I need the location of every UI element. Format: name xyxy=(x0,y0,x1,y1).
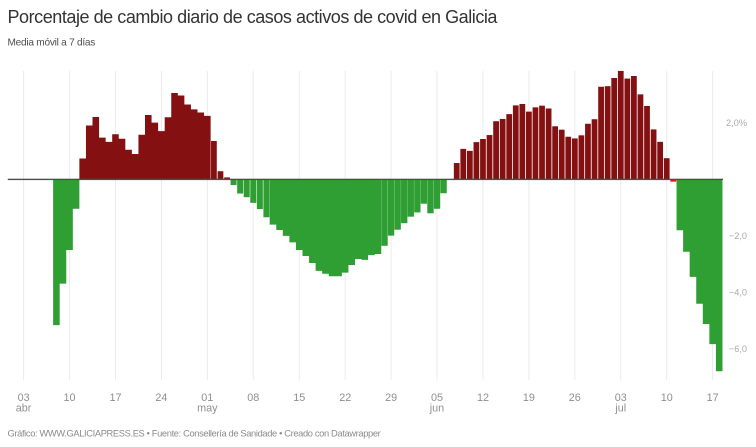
svg-text:17: 17 xyxy=(109,392,121,404)
svg-text:may: may xyxy=(197,403,218,415)
svg-text:22: 22 xyxy=(339,392,351,404)
svg-text:−4,0: −4,0 xyxy=(729,288,747,298)
svg-text:03: 03 xyxy=(18,392,30,404)
svg-text:Gráfico: WWW.GALICIAPRESS.ES •: Gráfico: WWW.GALICIAPRESS.ES • Fuente: C… xyxy=(8,428,381,438)
svg-text:19: 19 xyxy=(523,392,535,404)
svg-text:jun: jun xyxy=(429,403,444,415)
svg-text:26: 26 xyxy=(569,392,581,404)
svg-text:abr: abr xyxy=(16,403,32,415)
svg-text:05: 05 xyxy=(431,392,443,404)
svg-text:24: 24 xyxy=(155,392,167,404)
svg-text:10: 10 xyxy=(63,392,75,404)
svg-text:08: 08 xyxy=(247,392,259,404)
svg-text:10: 10 xyxy=(661,392,673,404)
svg-text:Media móvil a 7 días: Media móvil a 7 días xyxy=(8,38,96,49)
svg-text:01: 01 xyxy=(201,392,213,404)
svg-text:−6,0: −6,0 xyxy=(729,344,747,354)
svg-text:29: 29 xyxy=(385,392,397,404)
svg-text:jul: jul xyxy=(614,403,626,415)
svg-text:−2,0: −2,0 xyxy=(729,231,747,241)
svg-text:12: 12 xyxy=(477,392,489,404)
svg-text:Porcentaje de cambio diario de: Porcentaje de cambio diario de casos act… xyxy=(8,7,499,27)
svg-text:03: 03 xyxy=(615,392,627,404)
svg-text:15: 15 xyxy=(293,392,305,404)
svg-text:2,0%: 2,0% xyxy=(726,118,747,128)
svg-text:17: 17 xyxy=(707,392,719,404)
